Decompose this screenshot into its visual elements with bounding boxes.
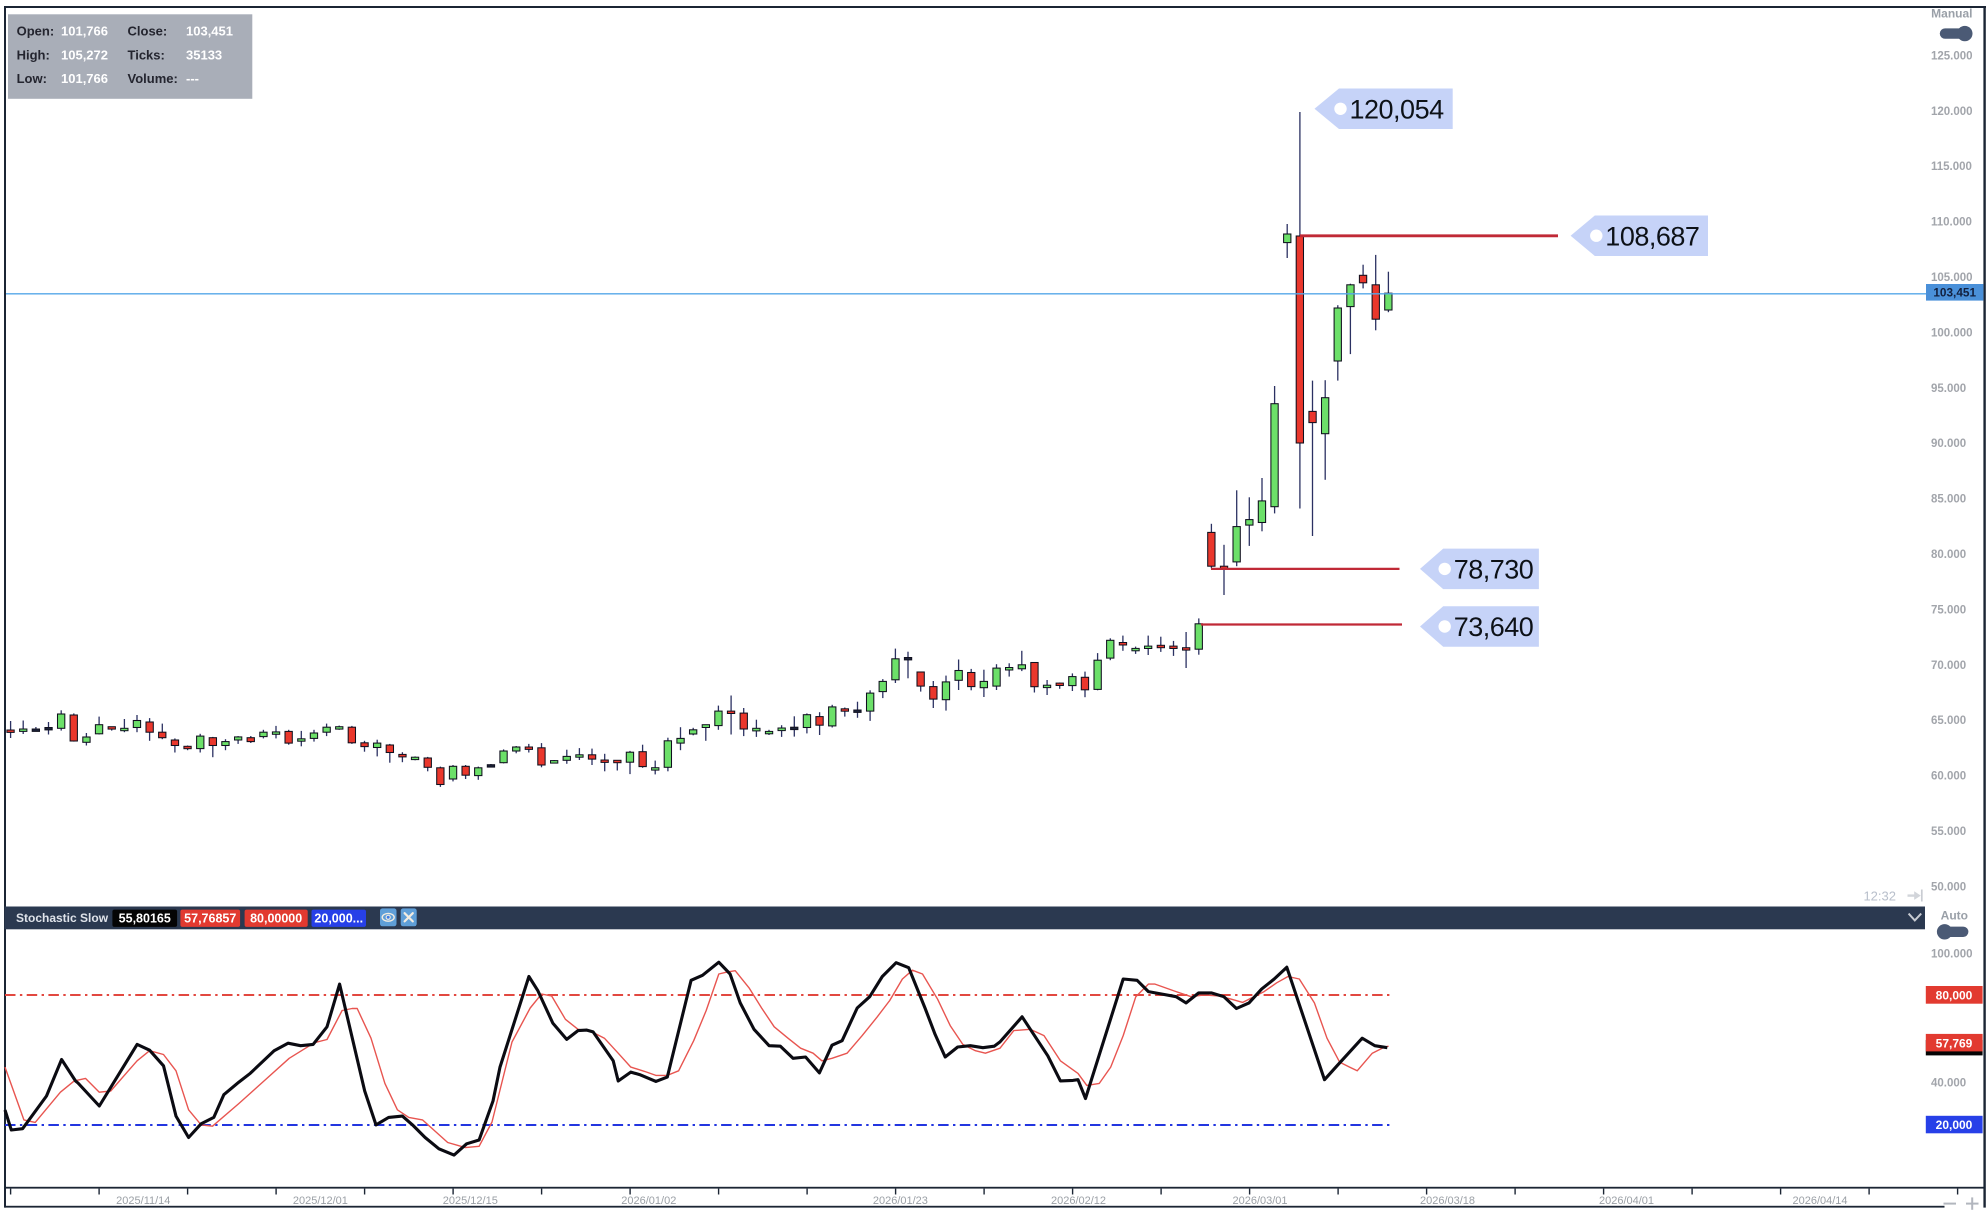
- svg-text:2026/01/02: 2026/01/02: [621, 1195, 676, 1207]
- svg-text:100.000: 100.000: [1931, 327, 1973, 339]
- svg-text:2026/03/18: 2026/03/18: [1420, 1195, 1475, 1207]
- svg-text:103,451: 103,451: [1933, 286, 1976, 300]
- svg-text:120.000: 120.000: [1931, 106, 1973, 118]
- svg-text:80.000: 80.000: [1931, 549, 1966, 561]
- svg-text:20,000...: 20,000...: [314, 912, 363, 926]
- svg-text:20,000: 20,000: [1936, 1118, 1973, 1132]
- svg-text:103,451: 103,451: [186, 24, 233, 39]
- svg-text:95.000: 95.000: [1931, 383, 1966, 395]
- svg-text:12:32: 12:32: [1863, 889, 1896, 904]
- svg-text:60.000: 60.000: [1931, 771, 1966, 783]
- svg-text:80,000: 80,000: [1936, 989, 1973, 1003]
- svg-text:110.000: 110.000: [1931, 217, 1972, 229]
- svg-text:2026/03/01: 2026/03/01: [1232, 1195, 1287, 1207]
- svg-text:Volume:: Volume:: [128, 71, 178, 86]
- svg-text:Ticks:: Ticks:: [128, 47, 165, 62]
- svg-text:35133: 35133: [186, 47, 222, 62]
- svg-text:57,76857: 57,76857: [184, 912, 236, 926]
- svg-text:50.000: 50.000: [1931, 881, 1966, 893]
- svg-text:70.000: 70.000: [1931, 660, 1966, 672]
- svg-text:55.000: 55.000: [1931, 826, 1966, 838]
- svg-text:40.000: 40.000: [1931, 1078, 1966, 1090]
- svg-text:115.000: 115.000: [1931, 161, 1972, 173]
- svg-text:2026/04/14: 2026/04/14: [1792, 1195, 1847, 1207]
- svg-text:75.000: 75.000: [1931, 604, 1966, 616]
- svg-text:125.000: 125.000: [1931, 50, 1973, 62]
- svg-text:2026/02/12: 2026/02/12: [1051, 1195, 1106, 1207]
- svg-text:120,054: 120,054: [1350, 94, 1445, 124]
- svg-text:Auto: Auto: [1941, 909, 1968, 923]
- svg-text:65.000: 65.000: [1931, 715, 1966, 727]
- svg-text:57,769: 57,769: [1936, 1037, 1973, 1051]
- svg-text:73,640: 73,640: [1454, 612, 1534, 642]
- svg-text:Close:: Close:: [128, 24, 168, 39]
- svg-text:Low:: Low:: [17, 71, 47, 86]
- svg-text:---: ---: [186, 71, 199, 86]
- svg-text:Manual: Manual: [1931, 7, 1972, 21]
- svg-text:85.000: 85.000: [1931, 494, 1966, 506]
- svg-text:2025/11/14: 2025/11/14: [116, 1195, 170, 1207]
- svg-text:Open:: Open:: [17, 24, 55, 39]
- svg-text:101,766: 101,766: [61, 24, 108, 39]
- svg-text:Stochastic Slow: Stochastic Slow: [16, 911, 109, 925]
- svg-text:High:: High:: [17, 47, 50, 62]
- svg-text:78,730: 78,730: [1454, 555, 1534, 585]
- svg-text:90.000: 90.000: [1931, 438, 1966, 450]
- svg-text:80,00000: 80,00000: [250, 912, 302, 926]
- svg-text:55,80165: 55,80165: [119, 912, 171, 926]
- svg-text:2025/12/15: 2025/12/15: [443, 1195, 498, 1207]
- svg-text:100.000: 100.000: [1931, 949, 1973, 961]
- svg-text:2025/12/01: 2025/12/01: [293, 1195, 348, 1207]
- svg-text:2026/01/23: 2026/01/23: [873, 1195, 928, 1207]
- svg-text:105.000: 105.000: [1931, 272, 1973, 284]
- svg-text:105,272: 105,272: [61, 47, 108, 62]
- svg-text:101,766: 101,766: [61, 71, 108, 86]
- svg-text:108,687: 108,687: [1605, 221, 1699, 251]
- svg-text:2026/04/01: 2026/04/01: [1599, 1195, 1654, 1207]
